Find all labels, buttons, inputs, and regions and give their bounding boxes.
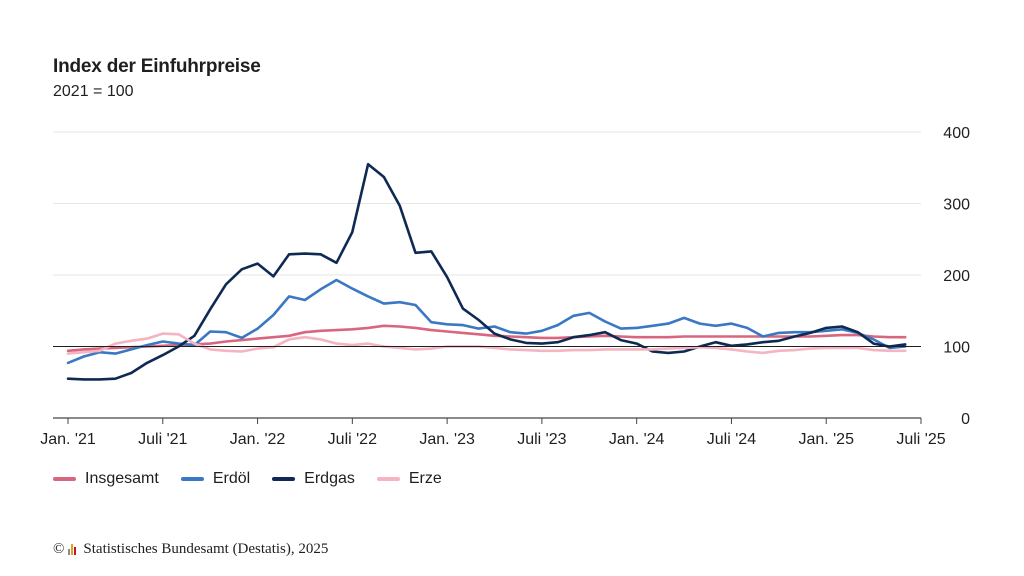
logo-bar [68,549,71,555]
x-tick-label: Juli '23 [517,431,566,448]
legend-item: Erdgas [272,470,355,488]
x-tick-label: Juli '24 [707,431,756,448]
chart-legend: Insgesamt Erdöl Erdgas Erze [53,470,442,488]
x-tick-label: Jan. '25 [798,431,854,448]
y-tick-label: 400 [943,125,970,142]
chart-title: Index der Einfuhrpreise [53,56,261,77]
y-tick-label: 0 [961,411,970,428]
x-tick-label: Jan. '24 [609,431,665,448]
y-tick-label: 300 [943,197,970,214]
x-tick-label: Juli '22 [328,431,377,448]
legend-swatch [376,477,400,481]
legend-label: Insgesamt [85,470,159,487]
series-line-3 [66,332,907,355]
source-text: Statistisches Bundesamt (Destatis), 2025 [83,541,329,557]
x-tick-label: Jan. '23 [419,431,475,448]
legend-swatch [53,477,76,481]
legend-item: Insgesamt [53,470,159,488]
legend-swatch [272,477,296,481]
copyright-symbol: © [53,541,65,557]
y-tick-label: 200 [943,268,970,285]
legend-label: Erze [408,470,442,487]
x-tick-label: Jan. '22 [230,431,286,448]
chart-subtitle: 2021 = 100 [53,83,134,100]
x-tick-label: Juli '25 [896,431,945,448]
legend-item: Erze [376,470,442,488]
legend-swatch [180,477,204,481]
series-line-2 [66,162,907,381]
source-credit: © Statistisches Bundesamt (Destatis), 20… [53,541,328,558]
logo-bar [74,547,77,555]
x-tick-label: Jan. '21 [40,431,96,448]
y-tick-label: 100 [943,340,970,357]
legend-label: Erdgas [304,470,355,487]
legend-item: Erdöl [180,470,251,488]
logo-bar [71,544,74,555]
legend-label: Erdöl [212,470,251,487]
destatis-logo-icon [68,544,77,555]
x-tick-label: Juli '21 [138,431,187,448]
